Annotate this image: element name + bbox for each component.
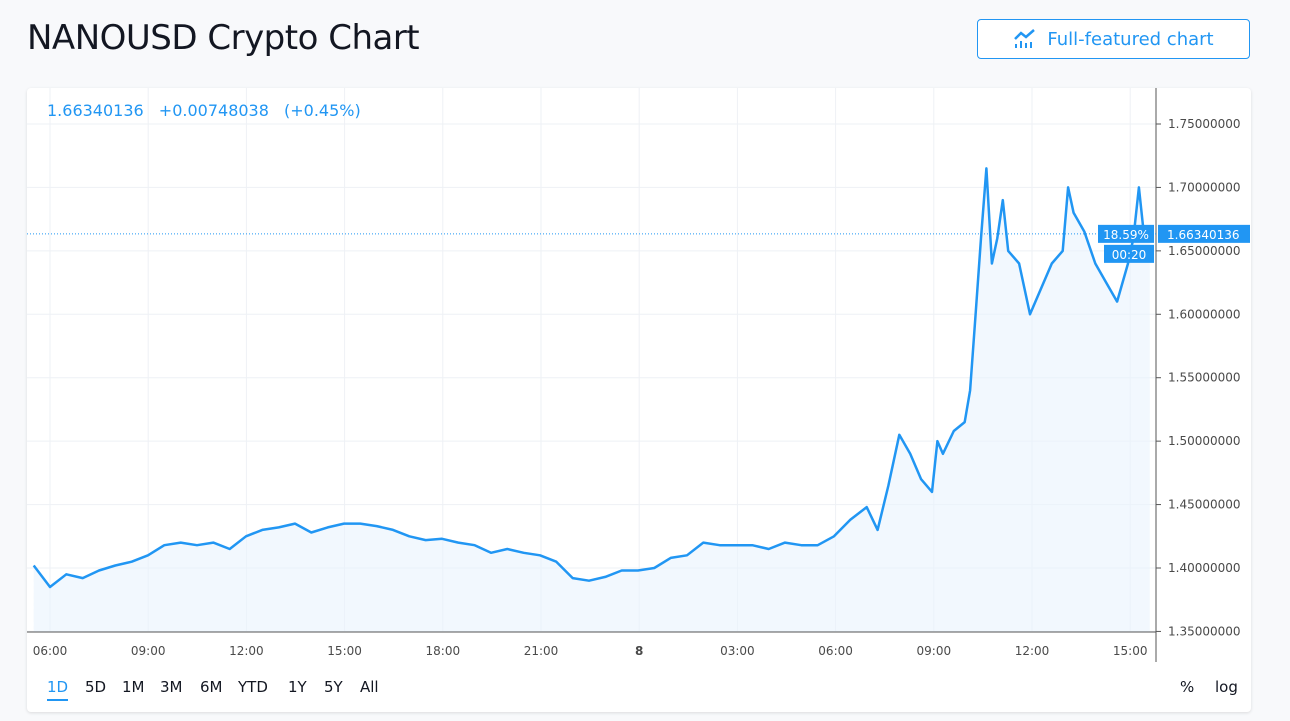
range-1y[interactable]: 1Y [288, 678, 307, 696]
range-3m[interactable]: 3M [160, 678, 183, 696]
countdown-bg [1104, 244, 1154, 263]
current-price: 1.66340136 [47, 101, 144, 120]
log-toggle[interactable]: log [1215, 678, 1238, 696]
range-6m[interactable]: 6M [200, 678, 223, 696]
x-tick-label: 06:00 [33, 644, 68, 658]
x-tick-label: 8 [635, 644, 643, 658]
x-tick-label: 06:00 [818, 644, 853, 658]
price-label-bg [1158, 224, 1250, 243]
price-label: 1.66340136 [1167, 228, 1240, 242]
range-all[interactable]: All [360, 678, 379, 696]
y-tick-label: 1.55000000 [1168, 371, 1241, 385]
pct-label: 18.59% [1103, 228, 1149, 242]
range-5d[interactable]: 5D [85, 678, 107, 696]
price-area [33, 168, 1150, 632]
countdown-label: 00:20 [1112, 248, 1147, 262]
y-tick-label: 1.45000000 [1168, 498, 1241, 512]
full-featured-chart-button[interactable]: Full-featured chart [977, 19, 1250, 59]
x-tick-label: 12:00 [1015, 644, 1050, 658]
y-tick-label: 1.70000000 [1168, 180, 1241, 194]
page-title: NANOUSD Crypto Chart [27, 18, 420, 58]
y-tick-label: 1.35000000 [1168, 624, 1241, 638]
y-tick-label: 1.50000000 [1168, 434, 1241, 448]
y-tick-label: 1.75000000 [1168, 117, 1241, 131]
range-5y[interactable]: 5Y [324, 678, 343, 696]
y-tick-label: 1.60000000 [1168, 307, 1241, 321]
x-tick-label: 15:00 [1113, 644, 1148, 658]
x-tick-label: 09:00 [131, 644, 166, 658]
x-tick-label: 03:00 [720, 644, 755, 658]
range-1m[interactable]: 1M [122, 678, 145, 696]
price-line [32, 167, 1151, 589]
x-tick-label: 18:00 [426, 644, 461, 658]
y-tick-label: 1.65000000 [1168, 244, 1241, 258]
x-tick-label: 12:00 [229, 644, 264, 658]
price-header: 1.66340136 +0.00748038 (+0.45%) [47, 101, 371, 120]
chart-icon [1014, 29, 1036, 48]
full-featured-chart-label: Full-featured chart [1047, 28, 1214, 50]
price-change: +0.00748038 [158, 101, 269, 120]
x-tick-label: 09:00 [917, 644, 952, 658]
pct-label-bg [1098, 224, 1154, 243]
price-change-pct: (+0.45%) [284, 101, 361, 120]
x-tick-label: 15:00 [327, 644, 362, 658]
x-tick-label: 21:00 [524, 644, 559, 658]
range-ytd[interactable]: YTD [238, 678, 268, 696]
range-1d[interactable]: 1D [47, 678, 69, 701]
y-tick-label: 1.40000000 [1168, 561, 1241, 575]
percent-toggle[interactable]: % [1180, 678, 1195, 696]
